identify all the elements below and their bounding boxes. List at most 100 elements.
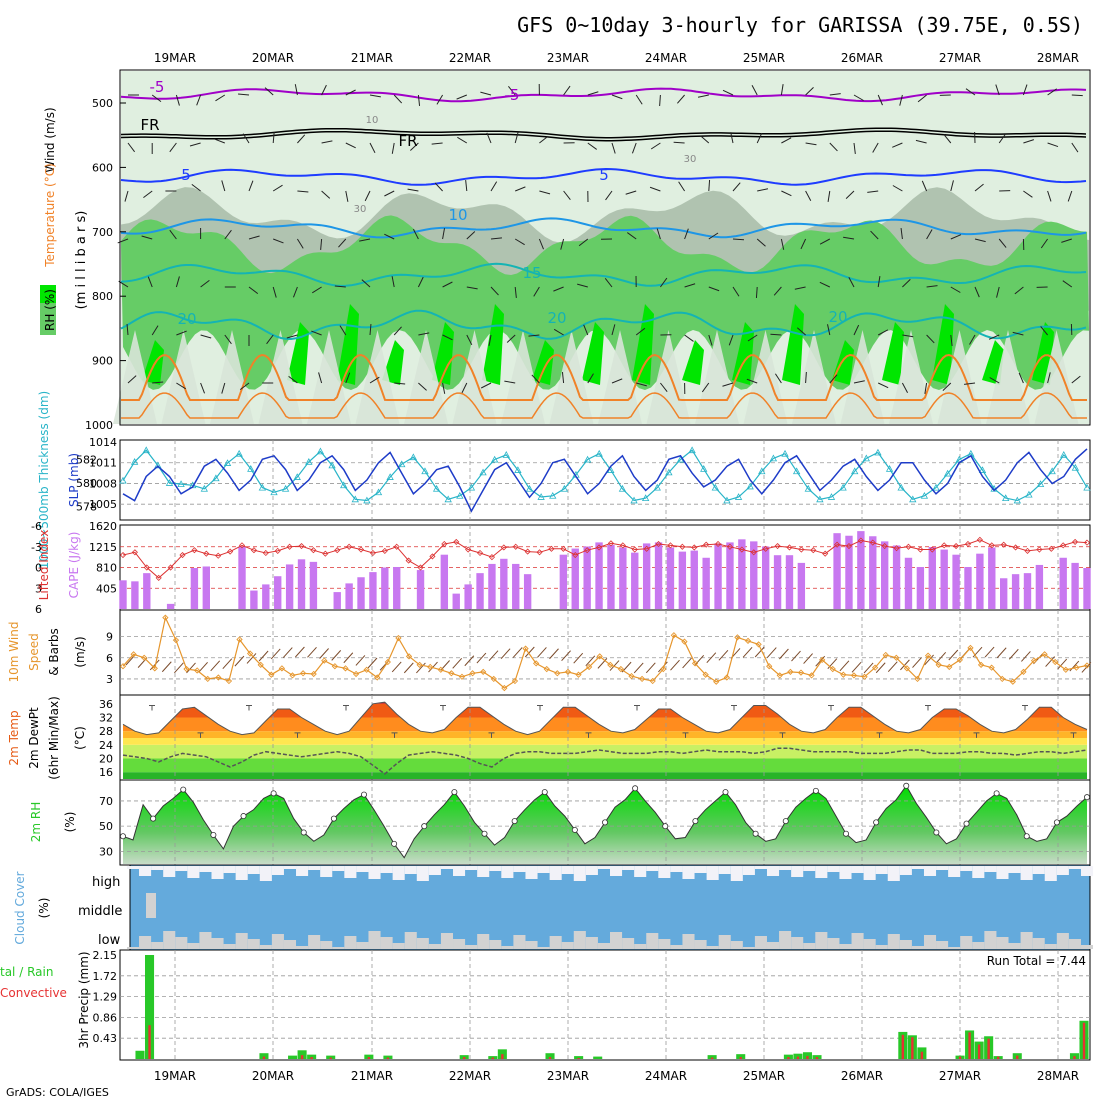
wind-barb: [649, 186, 661, 192]
precip-conv-bar: [1082, 1022, 1086, 1059]
cloud-low-gap: [742, 947, 755, 949]
temp-tick: 20: [99, 753, 113, 766]
precip-total-bar: [259, 1053, 269, 1059]
wind-speed-point: [903, 665, 911, 672]
wind-barb: [410, 142, 419, 151]
contour-label: 20: [547, 309, 566, 327]
cloud-low-gap: [477, 934, 490, 949]
wind-speed-point: [596, 653, 603, 660]
minmax-marker: [246, 705, 252, 711]
rh2m-label: 2m RH: [29, 802, 43, 843]
wind-speed-point: [575, 671, 582, 678]
wind-speed-point: [501, 684, 508, 692]
wind-barb: [755, 286, 758, 299]
cape-tick: 1620: [89, 520, 117, 533]
cape-bar: [143, 573, 151, 609]
wind-barb: [248, 180, 254, 192]
wind-barb: [899, 94, 903, 106]
wind-speed-point: [893, 654, 900, 661]
rh2m-point: [391, 840, 398, 847]
cloud-high-gap: [1068, 866, 1081, 869]
wind-barb: [1014, 286, 1024, 295]
cloud-high-gap: [320, 866, 333, 877]
precip-conv-bar: [1073, 1056, 1076, 1059]
thickness-point: [421, 467, 429, 475]
cloud-low-gap: [1068, 939, 1081, 949]
wind-barb: [151, 325, 159, 336]
wind-barb: [827, 324, 831, 336]
wind-barb: [870, 230, 879, 240]
thickness-point: [851, 467, 859, 475]
thickness-point: [1036, 480, 1045, 487]
cloud-low-gap: [223, 944, 236, 949]
li-point: [584, 547, 591, 554]
wind-barb: [418, 382, 427, 391]
cloud-high-gap: [682, 866, 695, 879]
wind-barb: [504, 380, 516, 384]
wind-barb-10m: [585, 655, 596, 667]
wind-barb: [773, 286, 782, 296]
minmax-marker: [828, 705, 834, 711]
wind-speed-point: [554, 670, 561, 677]
precip-conv-bar: [806, 1056, 809, 1059]
wind-speed-point: [278, 665, 286, 672]
cloud-low-gap: [984, 931, 997, 949]
chart-title: GFS 0~10day 3-hourly for GARISSA (39.75E…: [517, 13, 1083, 37]
wind-barb-10m: [452, 657, 463, 669]
li-point: [262, 549, 269, 557]
wind-barb: [974, 183, 984, 192]
wind-barb: [221, 180, 226, 192]
rh2m-point: [150, 815, 157, 822]
wind-barb: [605, 190, 613, 201]
thickness-point: [142, 446, 150, 454]
wind-speed-point: [702, 671, 709, 678]
dewpoint-line: [122, 747, 1088, 775]
wind-barb: [751, 85, 758, 96]
cloud-low-gap: [163, 931, 176, 949]
wind-speed-point: [723, 674, 730, 681]
minmax-marker: [925, 705, 931, 711]
cloud-low-gap: [247, 939, 260, 949]
rh2m-point: [843, 830, 850, 837]
wind-speed-point: [956, 656, 964, 664]
li-point: [726, 543, 734, 550]
wind-barb: [611, 94, 623, 100]
wind-speed-point: [352, 670, 360, 678]
cape-tick: 1215: [89, 541, 117, 554]
wind-barb: [627, 232, 637, 240]
wind10m-label-a: 10m Wind: [7, 622, 21, 683]
li-point: [191, 547, 198, 554]
li-point: [691, 544, 698, 551]
wind-barb-10m: [343, 652, 354, 664]
wind-barb: [1047, 190, 1052, 202]
minmax-marker: [731, 705, 737, 711]
wind-barb: [417, 94, 421, 106]
wind-speed-point: [935, 661, 942, 668]
cloud-low-gap: [827, 938, 840, 949]
cloud-high-gap: [501, 866, 514, 878]
cape-bar: [714, 543, 722, 609]
li-point: [203, 550, 210, 557]
date-label-top: 27MAR: [939, 51, 981, 65]
li-point: [595, 544, 603, 551]
cape-bar: [702, 557, 710, 609]
li-point: [917, 546, 924, 553]
wind-speed-point: [607, 661, 614, 668]
wind-barb-10m: [670, 659, 680, 671]
li-point: [750, 549, 757, 556]
contour-label: 30: [684, 154, 697, 165]
temperature-contours: [120, 87, 1087, 419]
precip-conv-bar: [739, 1057, 742, 1059]
li-point: [119, 551, 127, 559]
wind-barb: [292, 286, 298, 298]
cloud-high-gap: [779, 866, 792, 870]
wind-barb: [781, 137, 792, 144]
li-point: [953, 542, 960, 550]
thickness-point: [270, 488, 278, 496]
thickness-point: [816, 495, 824, 503]
wind-speed-point: [1041, 651, 1048, 658]
rh2m-point: [632, 785, 639, 792]
li-point: [441, 540, 448, 548]
wind-barb: [1071, 94, 1083, 97]
thickness-point: [502, 451, 510, 458]
